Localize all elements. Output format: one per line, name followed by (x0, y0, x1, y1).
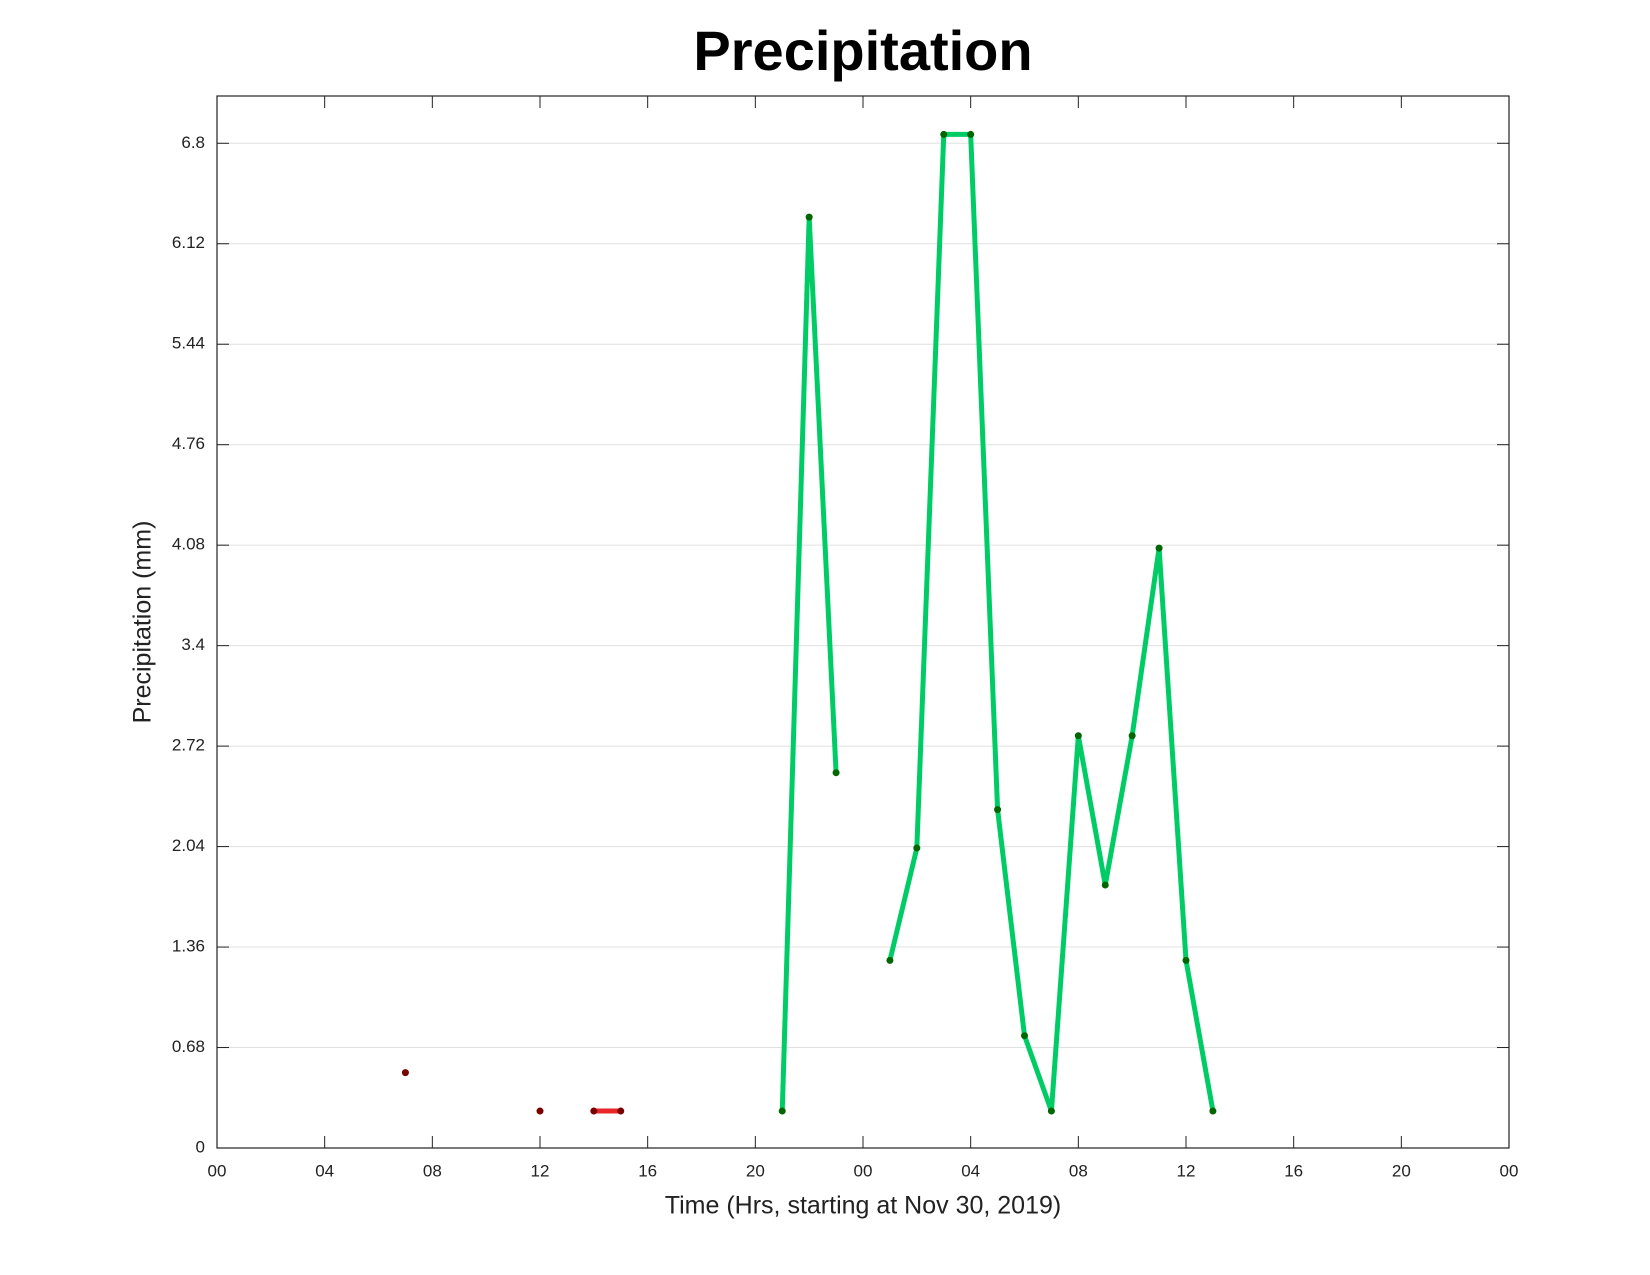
x-axis-label: Time (Hrs, starting at Nov 30, 2019) (665, 1192, 1061, 1220)
x-tick-label: 04 (315, 1161, 334, 1180)
x-tick-label: 08 (423, 1161, 442, 1180)
y-tick-label: 4.08 (172, 535, 205, 554)
x-tick-label: 04 (961, 1161, 980, 1180)
y-tick-label: 0 (196, 1137, 205, 1156)
line (779, 131, 1216, 1114)
x-tick-label: 12 (1177, 1161, 1196, 1180)
marker (401, 1069, 409, 1077)
y-tick-label: 6.12 (172, 233, 205, 252)
x-tick-label: 12 (531, 1161, 550, 1180)
x-tick-label: 20 (746, 1161, 765, 1180)
marker (778, 1107, 786, 1115)
marker (1155, 544, 1163, 552)
marker (967, 130, 975, 138)
marker (1074, 732, 1082, 740)
x-tick-label: 16 (638, 1161, 657, 1180)
marker (805, 213, 813, 221)
y-tick-label: 3.4 (181, 635, 205, 654)
marker (913, 844, 921, 852)
marker (590, 1107, 598, 1115)
x-tick-label: 16 (1284, 1161, 1303, 1180)
y-tick-label: 5.44 (172, 334, 205, 353)
marker (1128, 732, 1136, 740)
marker (1182, 956, 1190, 964)
y-tick-label: 0.68 (172, 1037, 205, 1056)
x-tick-label: 00 (1500, 1161, 1519, 1180)
x-tick-label: 00 (854, 1161, 873, 1180)
x-tick-label: 20 (1392, 1161, 1411, 1180)
marker (886, 956, 894, 964)
marker (1047, 1107, 1055, 1115)
y-tick-label: 2.04 (172, 836, 205, 855)
marker (1021, 1032, 1028, 1040)
x-tick-label: 00 (208, 1161, 227, 1180)
marker (1101, 881, 1109, 889)
marker (617, 1107, 625, 1115)
plot-frame (216, 95, 1510, 1149)
y-tick-label: 1.36 (172, 937, 205, 956)
y-axis-label: Precipitation (mm) (129, 521, 157, 724)
marker (1209, 1107, 1217, 1115)
chart-title: Precipitation (693, 19, 1032, 82)
y-tick-label: 4.76 (172, 434, 205, 453)
marker (994, 806, 1002, 814)
x-tick-label: 08 (1069, 1161, 1088, 1180)
marker (832, 769, 840, 777)
marker (536, 1107, 544, 1115)
y-tick-label: 6.8 (181, 133, 205, 152)
marker (940, 130, 948, 138)
y-tick-label: 2.72 (172, 736, 205, 755)
